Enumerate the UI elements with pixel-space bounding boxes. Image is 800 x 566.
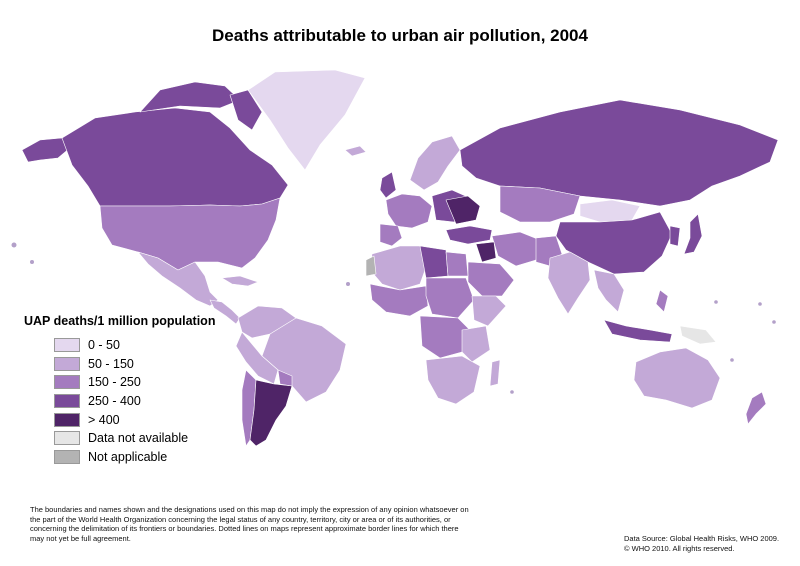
- region-india: [547, 251, 591, 315]
- region-china: [555, 211, 673, 275]
- region-usa: [99, 197, 281, 271]
- region-scandinavia: [409, 135, 461, 191]
- region-southeast-asia: [593, 269, 625, 313]
- region-saudi: [467, 261, 515, 297]
- legend-item: 150 - 250: [54, 373, 215, 392]
- legend-item: Not applicable: [54, 448, 215, 467]
- region-western-sahara: [365, 255, 377, 277]
- region-new-guinea: [679, 325, 717, 345]
- region-alaska: [21, 137, 71, 163]
- region-arctic-islands: [139, 81, 241, 113]
- legend-label: > 400: [88, 412, 120, 427]
- region-sudan-chad: [425, 277, 475, 319]
- region-egypt: [445, 251, 469, 277]
- legend-swatch: [54, 449, 80, 464]
- legend-swatch: [54, 431, 80, 446]
- disclaimer-text: The boundaries and names shown and the d…: [30, 505, 469, 543]
- legend-item: 50 - 150: [54, 355, 215, 374]
- legend-label: 50 - 150: [88, 356, 134, 371]
- legend-item: 0 - 50: [54, 336, 215, 355]
- legend-label: Data not available: [88, 431, 189, 446]
- source-credit: Data Source: Global Health Risks, WHO 20…: [624, 534, 779, 553]
- region-west-africa: [369, 283, 429, 317]
- region-southern-africa: [425, 355, 481, 405]
- region-central-america: [209, 299, 241, 325]
- region-ukraine: [445, 195, 481, 225]
- region-horn-africa: [471, 295, 507, 327]
- legend-item: Data not available: [54, 429, 215, 448]
- legend-swatch: [54, 412, 80, 427]
- region-central-asia: [499, 185, 581, 223]
- legend-swatch: [54, 338, 80, 353]
- region-baffin: [229, 89, 263, 131]
- legend-title: UAP deaths/1 million population: [24, 314, 216, 328]
- region-western-europe: [385, 193, 433, 229]
- region-madagascar: [489, 359, 501, 387]
- region-iberia: [379, 223, 403, 247]
- legend-swatch: [54, 356, 80, 371]
- region-caribbean: [221, 275, 259, 287]
- region-new-zealand: [745, 391, 767, 425]
- region-north-africa-west: [369, 245, 429, 291]
- legend-label: 250 - 400: [88, 394, 141, 409]
- legend-label: 0 - 50: [88, 338, 120, 353]
- region-paraguay: [277, 369, 293, 387]
- region-turkey: [445, 225, 493, 245]
- region-australia: [633, 347, 721, 409]
- region-iraq: [475, 241, 497, 263]
- region-mongolia: [579, 199, 641, 223]
- region-mexico: [137, 251, 219, 307]
- legend-label: 150 - 250: [88, 375, 141, 390]
- region-greenland: [247, 69, 366, 171]
- map-legend: UAP deaths/1 million population 0 - 50 5…: [24, 314, 215, 466]
- legend-item: > 400: [54, 410, 215, 429]
- region-philippines: [655, 289, 669, 313]
- region-east-africa: [461, 325, 491, 363]
- region-indonesia: [603, 319, 673, 343]
- legend-label: Not applicable: [88, 449, 168, 464]
- legend-swatch: [54, 375, 80, 390]
- legend-swatch: [54, 394, 80, 409]
- region-iceland: [344, 145, 367, 157]
- region-peru-bolivia: [235, 331, 279, 385]
- region-japan: [683, 213, 703, 255]
- source-line: Data Source: Global Health Risks, WHO 20…: [624, 534, 780, 543]
- legend-item: 250 - 400: [54, 392, 215, 411]
- map-title: Deaths attributable to urban air polluti…: [212, 26, 588, 45]
- region-iran: [491, 231, 541, 267]
- region-korea: [669, 225, 681, 247]
- copyright-line: © WHO 2010. All rights reserved.: [624, 543, 735, 553]
- region-uk: [379, 171, 397, 199]
- region-argentina: [249, 379, 293, 447]
